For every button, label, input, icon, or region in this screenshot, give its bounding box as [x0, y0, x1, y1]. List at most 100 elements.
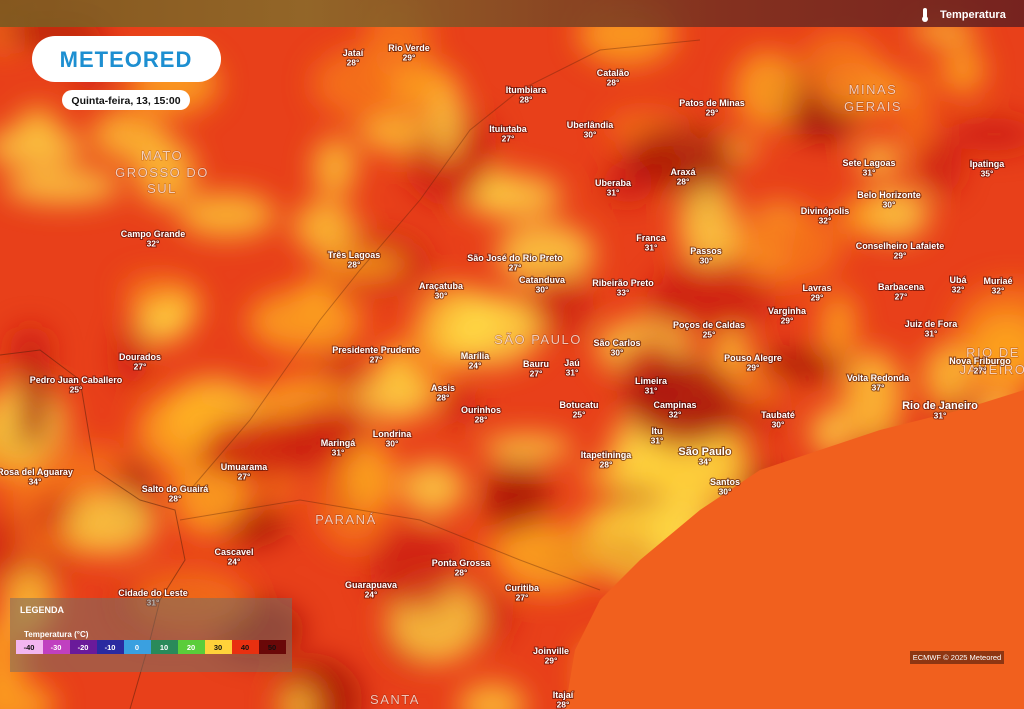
city-temperature: 30° [719, 487, 732, 497]
region-label: RIO DE [966, 345, 1020, 360]
city-temperature: 27° [370, 355, 383, 365]
region-label: SANTA [370, 692, 420, 707]
heat-blob [312, 137, 357, 198]
heat-blob [923, 342, 973, 410]
scale-label: 40 [241, 643, 249, 652]
city-name: Rosa del Aguaray [0, 467, 73, 477]
heat-blob [940, 45, 986, 95]
city-name: Cascavel [214, 547, 253, 557]
city-temperature: 31° [566, 368, 579, 378]
city-name: Santos [710, 477, 740, 487]
city-temperature: 30° [386, 439, 399, 449]
city-temperature: 28° [520, 95, 533, 105]
city-temperature: 28° [348, 260, 361, 270]
heat-blob [678, 181, 738, 267]
legend-title: LEGENDA [20, 605, 65, 615]
city-temperature: 31° [645, 243, 658, 253]
heat-blob [484, 461, 550, 536]
heat-blob [900, 66, 931, 155]
scale-swatch [16, 640, 43, 654]
scale-label: -20 [78, 643, 89, 652]
city-name: Assis [431, 383, 455, 393]
city-name: Itapetininga [581, 450, 632, 460]
city-temperature: 28° [607, 78, 620, 88]
city-name: Joinville [533, 646, 569, 656]
city-name: Campinas [653, 400, 696, 410]
region-label: GROSSO DO [115, 165, 209, 180]
city-temperature: 24° [365, 590, 378, 600]
border [189, 39, 701, 491]
scale-swatch [232, 640, 259, 654]
city-temperature: 30° [883, 200, 896, 210]
city-temperature: 34° [29, 477, 42, 487]
city-temperature: 31° [925, 329, 938, 339]
heat-blob [968, 312, 1024, 396]
heat-blob [919, 136, 962, 196]
city-name: Limeira [635, 376, 668, 386]
heat-blob [116, 324, 148, 387]
scale-swatch [151, 640, 178, 654]
heat-blob [438, 387, 479, 424]
city-temperature: 27° [895, 292, 908, 302]
heat-blob [3, 169, 122, 204]
city-temperature: 29° [545, 656, 558, 666]
city-name: Dourados [119, 352, 161, 362]
city-temperature: 32° [669, 410, 682, 420]
city-temperature: 32° [952, 285, 965, 295]
city-name: Franca [636, 233, 667, 243]
city-name: Rio de Janeiro [902, 400, 978, 412]
city-name: Volta Redonda [847, 373, 910, 383]
city-temperature: 27° [509, 263, 522, 273]
scale-label: 10 [160, 643, 168, 652]
city-name: Pouso Alegre [724, 353, 782, 363]
scale-label: -30 [51, 643, 62, 652]
heat-blob [0, 678, 56, 709]
city-temperature: 25° [573, 410, 586, 420]
border [179, 499, 601, 591]
city-temperature: 32° [147, 239, 160, 249]
heat-blob [65, 490, 157, 555]
city-temperature: 28° [347, 58, 360, 68]
scale-swatch [124, 640, 151, 654]
city-name: Marília [461, 351, 491, 361]
city-name: Poços de Caldas [673, 320, 745, 330]
scale-swatch [178, 640, 205, 654]
city-name: Belo Horizonte [857, 190, 921, 200]
city-name: Salto do Guairá [142, 484, 210, 494]
city-temperature: 27° [974, 366, 987, 376]
city-temperature: 31° [607, 188, 620, 198]
city-temperature: 31° [651, 436, 664, 446]
city-temperature: 29° [781, 316, 794, 326]
city-name: Itu [652, 426, 663, 436]
logo-pill[interactable] [32, 36, 221, 82]
city-name: São Carlos [593, 338, 640, 348]
city-name: Londrina [373, 429, 412, 439]
city-name: Bauru [523, 359, 549, 369]
heat-blob [646, 283, 682, 328]
city-name: Taubaté [761, 410, 795, 420]
city-name: Ourinhos [461, 405, 501, 415]
city-temperature: 30° [772, 420, 785, 430]
heat-blob [461, 174, 562, 219]
city-name: Araçatuba [419, 281, 464, 291]
city-temperature: 30° [700, 256, 713, 266]
heat-blob [458, 682, 526, 709]
heat-blob [406, 127, 489, 205]
city-temperature: 29° [894, 251, 907, 261]
city-name: Ponta Grossa [432, 558, 492, 568]
scale-swatch [97, 640, 124, 654]
legend-subtitle: Temperatura (°C) [24, 630, 89, 639]
city-name: Pedro Juan Caballero [30, 375, 123, 385]
city-temperature: 32° [819, 216, 832, 226]
city-temperature: 29° [706, 108, 719, 118]
city-temperature: 35° [981, 169, 994, 179]
city-temperature: 28° [475, 415, 488, 425]
city-temperature: 28° [600, 460, 613, 470]
scale-label: 30 [214, 643, 222, 652]
city-name: Lavras [802, 283, 831, 293]
heat-blob [842, 350, 904, 442]
region-label: JANEIRO [960, 362, 1024, 377]
city-temperature: 31° [332, 448, 345, 458]
heat-blob [369, 527, 461, 609]
